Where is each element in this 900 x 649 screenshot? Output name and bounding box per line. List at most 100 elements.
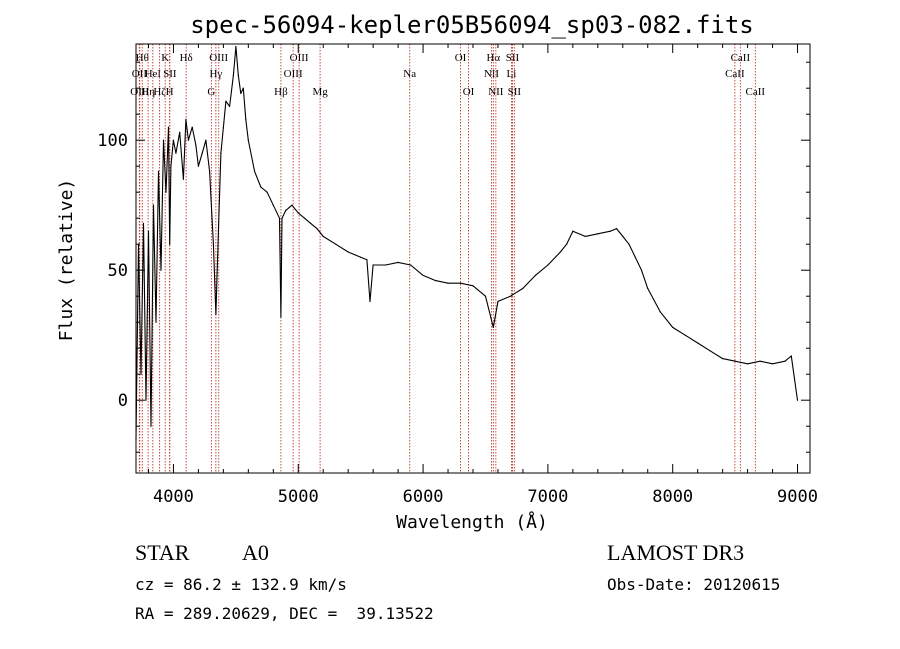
x-axis-label: Wavelength (Å) — [396, 511, 548, 533]
data-point-12 — [165, 191, 167, 193]
line-label-8: SII — [163, 68, 177, 80]
data-point-33 — [225, 100, 227, 102]
data-point-47 — [280, 316, 282, 318]
data-point-38 — [240, 92, 242, 94]
data-point-58 — [360, 256, 362, 258]
line-label-18: OI — [455, 52, 467, 64]
x-tick-label-7000: 7000 — [527, 487, 568, 507]
data-point-56 — [335, 243, 337, 245]
data-point-21 — [187, 139, 190, 141]
data-point-62 — [385, 264, 387, 266]
line-label-2: OIII — [130, 86, 149, 98]
data-point-91 — [684, 334, 686, 336]
data-point-31 — [220, 152, 222, 154]
line-label-16: Mg — [312, 86, 328, 98]
data-point-48 — [281, 217, 283, 219]
survey-name: LAMOST DR3 — [607, 540, 744, 565]
data-point-43 — [260, 186, 262, 188]
data-point-28 — [212, 243, 214, 245]
data-point-76 — [547, 264, 549, 266]
data-point-95 — [734, 360, 736, 362]
data-point-51 — [297, 212, 299, 214]
line-label-14: OIII — [284, 68, 303, 80]
data-point-100 — [790, 355, 792, 357]
data-point-72 — [497, 300, 499, 302]
data-point-82 — [609, 230, 611, 232]
data-point-96 — [746, 363, 749, 365]
line-label-17: Na — [403, 68, 416, 80]
data-point-20 — [185, 118, 187, 120]
x-tick-label-9000: 9000 — [777, 487, 818, 507]
data-point-78 — [566, 243, 568, 245]
data-point-52 — [303, 217, 306, 219]
line-label-15: OIII — [290, 52, 309, 64]
data-point-81 — [597, 233, 599, 235]
x-tick-label-5000: 5000 — [278, 487, 319, 507]
data-point-53 — [310, 222, 312, 224]
data-point-29 — [215, 313, 217, 315]
data-point-10 — [160, 269, 162, 271]
data-point-101 — [796, 399, 799, 401]
data-point-7 — [152, 204, 155, 206]
data-point-93 — [709, 350, 711, 352]
data-point-92 — [697, 342, 699, 344]
data-point-64 — [409, 264, 412, 266]
data-point-15 — [170, 165, 172, 167]
line-label-6: K — [161, 52, 169, 64]
data-point-46 — [278, 217, 281, 219]
line-label-9: Hδ — [180, 52, 193, 64]
data-point-42 — [253, 170, 256, 172]
data-point-45 — [272, 204, 274, 206]
coordinates-text: RA = 289.20629, DEC = 39.13522 — [135, 604, 434, 623]
line-label-24: SII — [506, 52, 520, 64]
data-point-66 — [434, 280, 437, 282]
data-point-25 — [201, 152, 203, 154]
data-point-87 — [640, 269, 643, 271]
line-label-5: Hζ — [153, 86, 166, 98]
x-tick-label-8000: 8000 — [652, 487, 693, 507]
line-label-19: OI — [463, 86, 475, 98]
data-point-5 — [147, 230, 150, 232]
data-point-44 — [266, 191, 268, 193]
line-label-23: Li — [507, 68, 517, 80]
data-point-34 — [229, 105, 231, 107]
data-point-61 — [372, 264, 374, 266]
x-tick-label-4000: 4000 — [153, 487, 194, 507]
data-point-73 — [509, 295, 512, 297]
redshift-text: cz = 86.2 ± 132.9 km/s — [135, 575, 347, 594]
chart-title: spec-56094-kepler05B56094_sp03-082.fits — [190, 11, 754, 39]
spectral-line-markers: HθOIIOIIIHηHeIHζKHSIIHδGHγOIIIHβOIIIOIII… — [130, 44, 765, 473]
data-point-24 — [197, 165, 200, 167]
data-point-17 — [175, 152, 177, 154]
data-point-37 — [237, 74, 239, 76]
data-point-98 — [771, 363, 774, 365]
data-point-69 — [472, 285, 474, 287]
data-point-84 — [622, 235, 624, 237]
series-line-flux — [135, 46, 799, 440]
data-point-30 — [217, 230, 219, 232]
data-point-70 — [484, 295, 487, 297]
data-point-4 — [145, 399, 147, 401]
data-point-60 — [369, 300, 371, 302]
data-point-97 — [759, 360, 761, 362]
data-point-74 — [522, 287, 524, 289]
data-point-11 — [162, 139, 165, 141]
y-tick-label-100: 100 — [97, 131, 128, 151]
line-label-11: Hγ — [209, 68, 222, 80]
data-point-86 — [634, 256, 636, 258]
data-point-65 — [422, 274, 424, 276]
data-point-68 — [459, 282, 462, 284]
data-point-18 — [179, 131, 181, 133]
line-label-20: NII — [484, 68, 500, 80]
y-tick-label-50: 50 — [108, 261, 128, 281]
data-point-13 — [167, 126, 170, 128]
line-label-25: SII — [508, 86, 522, 98]
data-point-75 — [534, 274, 537, 276]
data-point-90 — [672, 326, 674, 328]
obs-date-text: Obs-Date: 20120615 — [607, 575, 780, 594]
data-point-26 — [205, 139, 207, 141]
line-label-26: CaII — [725, 68, 745, 80]
data-point-36 — [235, 46, 237, 48]
line-label-12: OIII — [209, 52, 228, 64]
